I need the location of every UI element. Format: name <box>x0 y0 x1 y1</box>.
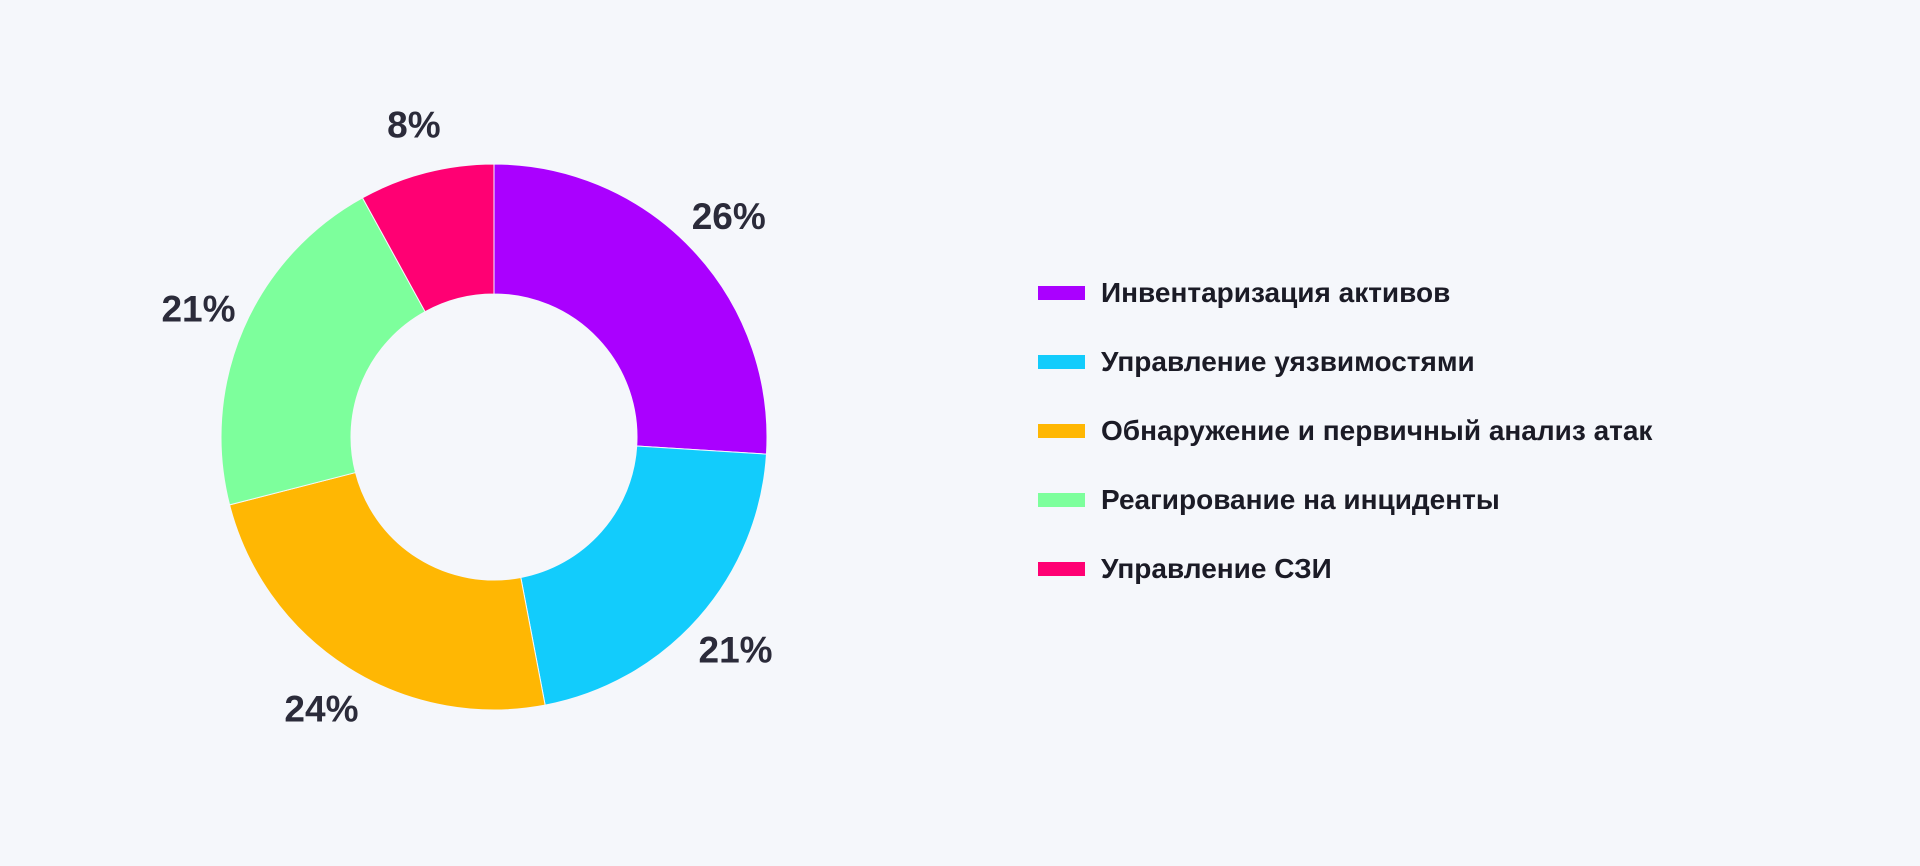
slice-value-label: 21% <box>161 289 235 330</box>
donut-slice <box>520 445 767 706</box>
legend-swatch <box>1038 492 1085 507</box>
legend-label: Управление уязвимостями <box>1101 345 1475 377</box>
legend-item: Управление уязвимостями <box>1038 327 1652 396</box>
slice-value-label: 26% <box>692 196 766 237</box>
slice-value-label: 24% <box>284 688 358 729</box>
donut-slices <box>220 163 768 711</box>
donut-slice <box>493 163 768 455</box>
donut-slice <box>361 163 495 313</box>
legend-label: Реагирование на инциденты <box>1101 483 1500 515</box>
legend-swatch <box>1038 561 1085 576</box>
legend-item: Реагирование на инциденты <box>1038 465 1652 534</box>
donut-slice <box>220 197 426 506</box>
legend-item: Управление СЗИ <box>1038 534 1652 603</box>
legend-item: Инвентаризация активов <box>1038 258 1652 327</box>
legend-label: Обнаружение и первичный анализ атак <box>1101 414 1653 446</box>
value-labels: 26% 21% 24% 21% 8% <box>161 105 772 730</box>
donut-slice <box>228 471 546 711</box>
legend-swatch <box>1038 354 1085 369</box>
legend-item: Обнаружение и первичный анализ атак <box>1038 396 1652 465</box>
slice-value-label: 21% <box>699 629 773 670</box>
legend-swatch <box>1038 285 1085 300</box>
slice-value-label: 8% <box>387 105 440 146</box>
legend-label: Управление СЗИ <box>1101 552 1332 584</box>
legend-label: Инвентаризация активов <box>1101 276 1451 308</box>
legend: Инвентаризация активов Управление уязвимо… <box>1038 258 1652 603</box>
legend-swatch <box>1038 423 1085 438</box>
